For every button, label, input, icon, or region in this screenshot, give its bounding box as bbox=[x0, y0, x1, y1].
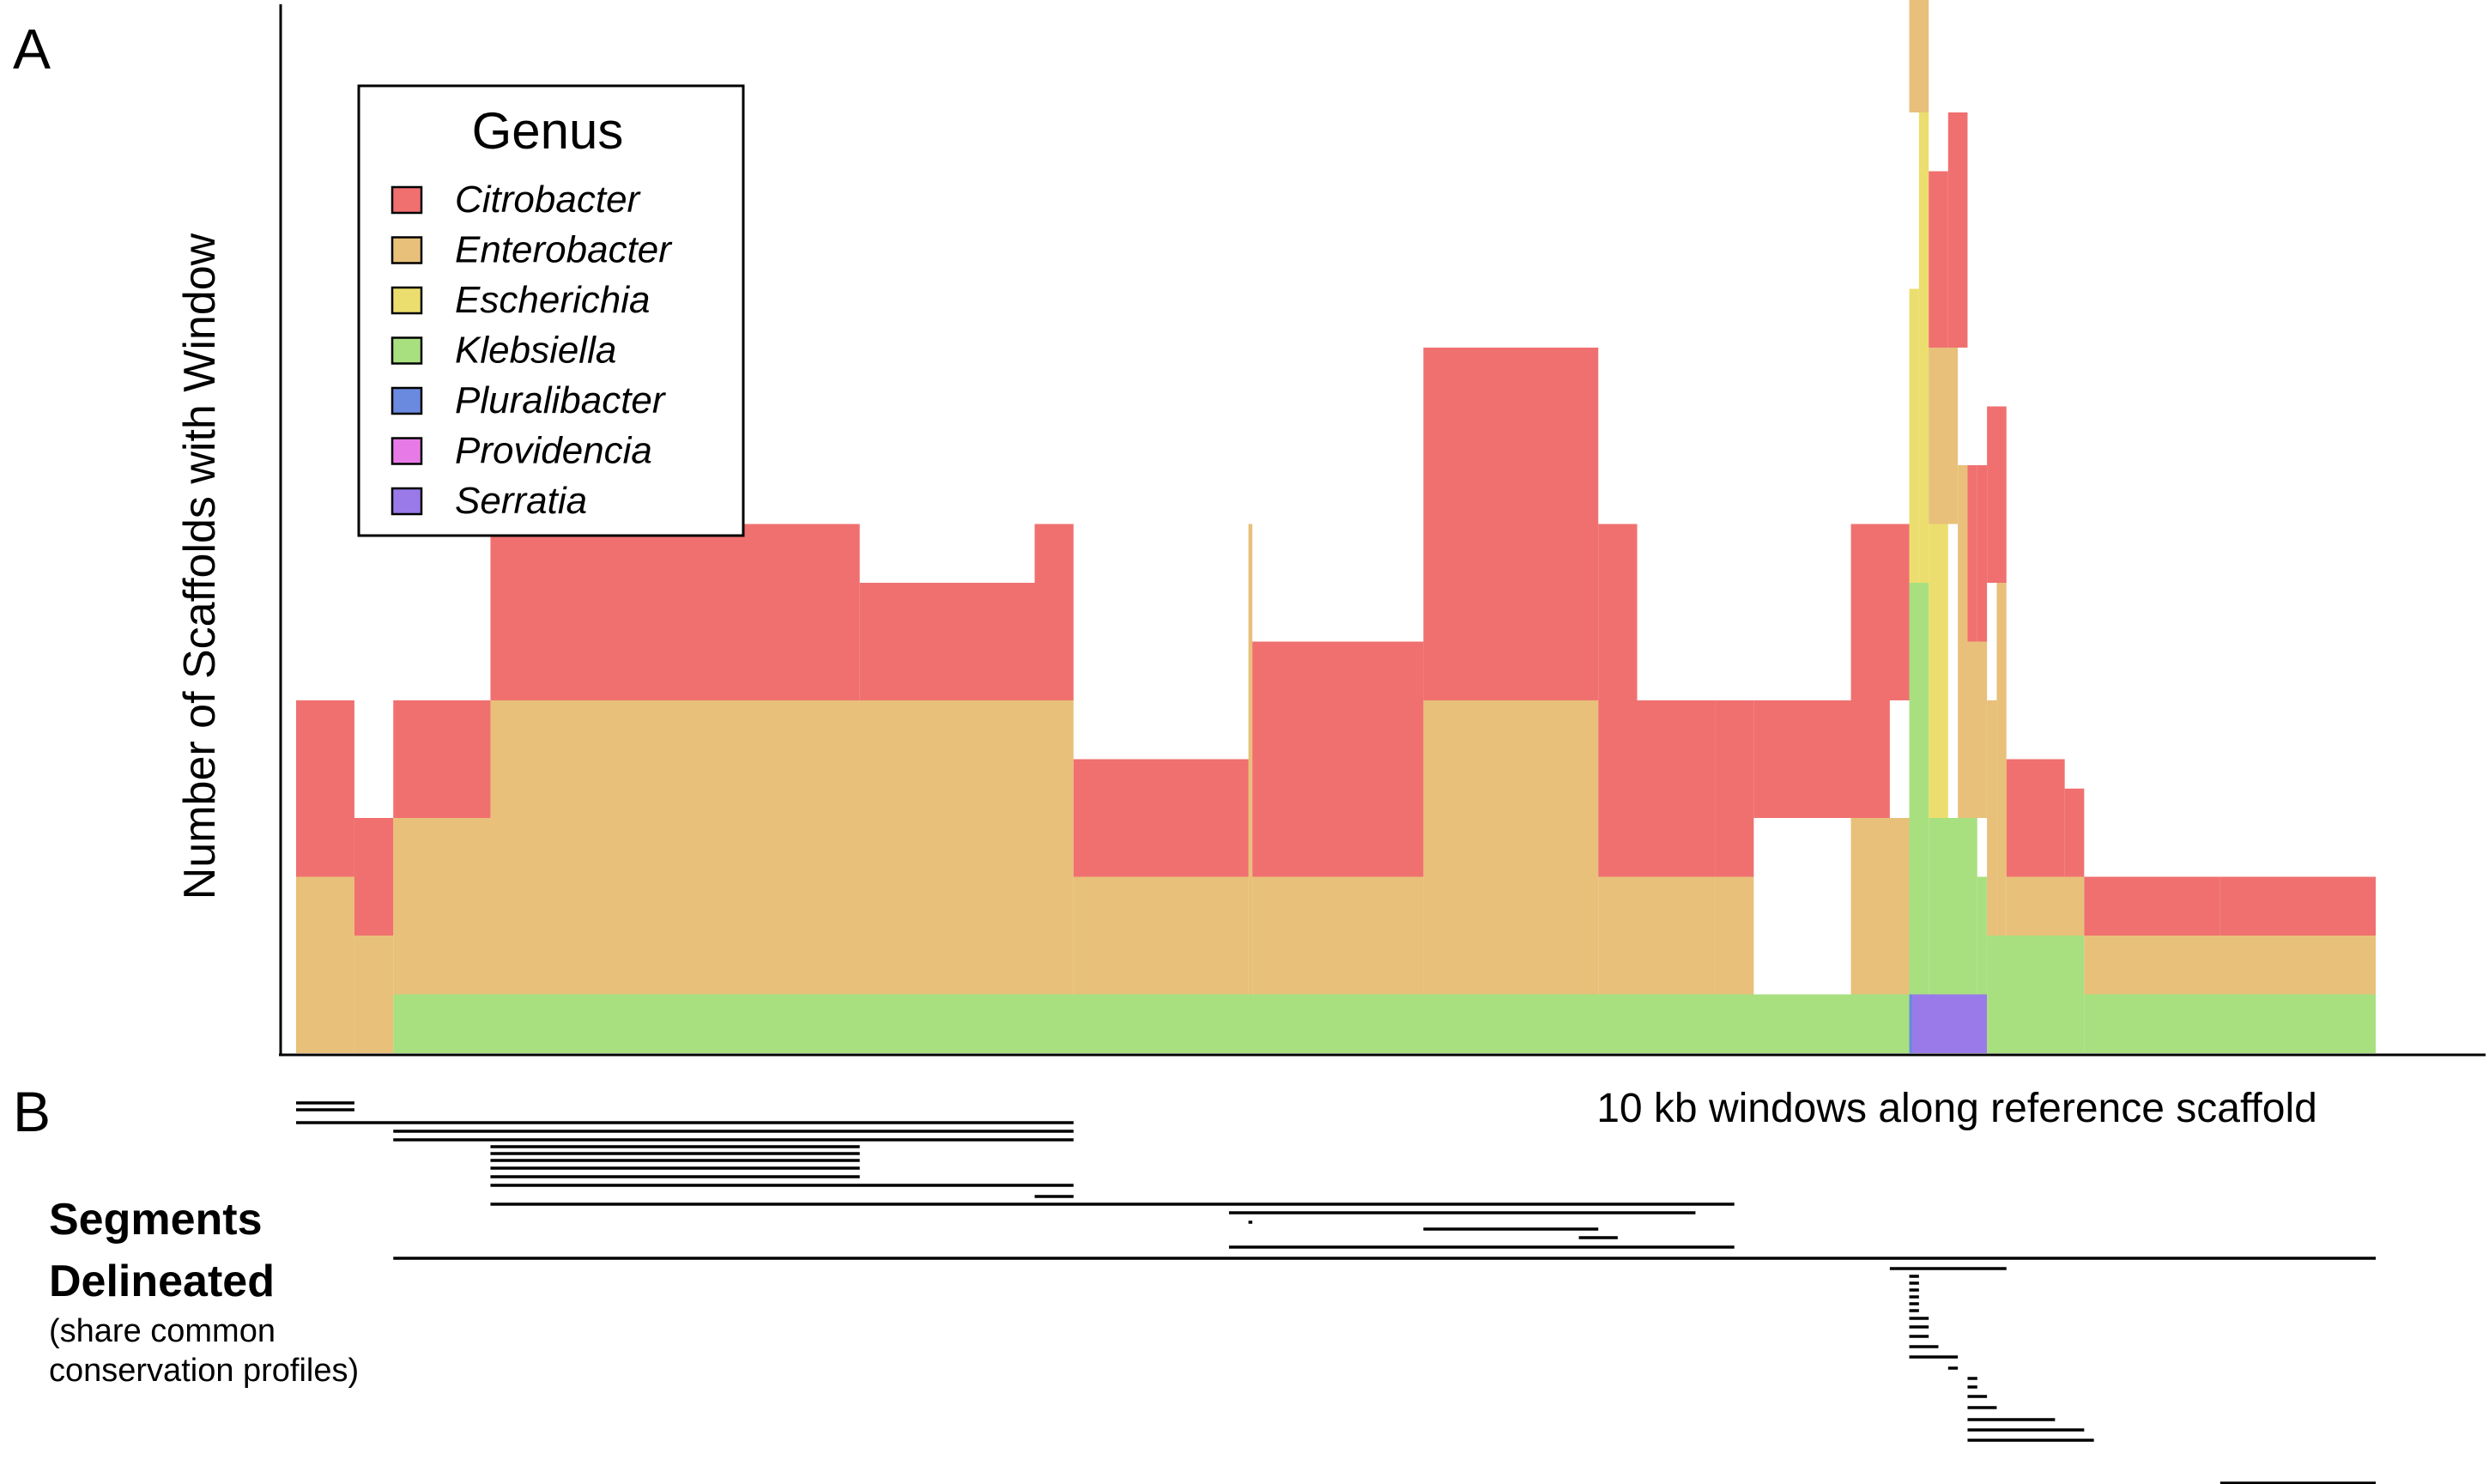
bar-klebsiella-2 bbox=[1929, 818, 1977, 995]
legend-swatch-serratia bbox=[391, 487, 423, 516]
legend-swatch-citrobacter bbox=[391, 185, 423, 215]
bar-enterobacter-14 bbox=[1958, 465, 1968, 818]
bar-enterobacter-18 bbox=[2006, 876, 2085, 936]
bar-citrobacter-23 bbox=[2064, 788, 2085, 877]
bar-citrobacter-9 bbox=[1423, 348, 1599, 700]
legend-label-escherichia: Escherichia bbox=[455, 279, 650, 321]
bar-citrobacter-10 bbox=[1598, 524, 1638, 877]
bar-enterobacter-4 bbox=[1073, 876, 1172, 995]
bar-enterobacter-15 bbox=[1967, 641, 1988, 818]
bar-citrobacter-3 bbox=[490, 524, 860, 700]
panel-b-label: B bbox=[13, 1080, 51, 1143]
legend-swatch-providencia bbox=[391, 437, 423, 465]
bar-enterobacter-12 bbox=[1909, 0, 1929, 112]
bar-citrobacter-5 bbox=[1034, 524, 1074, 700]
legend-title: Genus bbox=[472, 102, 624, 160]
bar-citrobacter-12 bbox=[1715, 700, 1754, 877]
bar-enterobacter-13 bbox=[1929, 348, 1959, 524]
segments-subtitle-line1: (share common bbox=[49, 1313, 276, 1349]
legend-label-serratia: Serratia bbox=[455, 480, 587, 522]
bar-citrobacter-13 bbox=[1753, 700, 1890, 818]
bar-citrobacter-21 bbox=[1987, 406, 2007, 583]
bar-enterobacter-17 bbox=[1996, 583, 2007, 936]
bar-citrobacter-8 bbox=[1252, 641, 1424, 877]
bar-klebsiella-5 bbox=[2084, 994, 2376, 1053]
bar-enterobacter-2 bbox=[393, 818, 491, 995]
bar-citrobacter-24 bbox=[2084, 876, 2220, 936]
bar-enterobacter-8 bbox=[1423, 700, 1599, 995]
legend-label-providencia: Providencia bbox=[455, 430, 652, 472]
bar-klebsiella-4 bbox=[1987, 936, 2085, 1053]
segment-lines bbox=[296, 1101, 2376, 1484]
bar-citrobacter-1 bbox=[354, 818, 394, 936]
bar-enterobacter-9 bbox=[1598, 876, 1716, 995]
bar-pluralibacter-0 bbox=[1909, 994, 1912, 1053]
segments-subtitle-line2: conservation profiles) bbox=[49, 1353, 359, 1389]
y-axis-label: Number of Scaffolds with Window bbox=[175, 233, 225, 899]
bar-citrobacter-25 bbox=[2220, 876, 2376, 936]
bar-serratia-0 bbox=[1909, 994, 1988, 1053]
bar-enterobacter-6 bbox=[1248, 524, 1253, 995]
segments-title-line2: Delineated bbox=[49, 1257, 275, 1306]
bar-enterobacter-3 bbox=[490, 700, 1074, 995]
bar-citrobacter-4 bbox=[859, 583, 1035, 700]
bar-escherichia-2 bbox=[1929, 524, 1948, 818]
legend-items: Citrobacter Enterobacter Escherichia Klebsi… bbox=[391, 179, 673, 522]
bar-enterobacter-5 bbox=[1171, 876, 1249, 995]
bar-escherichia-1 bbox=[1918, 112, 1929, 583]
legend-label-klebsiella: Klebsiella bbox=[455, 330, 616, 372]
bar-citrobacter-0 bbox=[296, 700, 354, 877]
panel-a-label: A bbox=[13, 17, 51, 81]
segments-title-line1: Segments bbox=[49, 1195, 263, 1245]
bar-klebsiella-1 bbox=[1909, 583, 1929, 995]
bar-enterobacter-1 bbox=[354, 936, 394, 1053]
bar-enterobacter-10 bbox=[1715, 876, 1754, 995]
legend-swatch-pluralibacter bbox=[391, 386, 423, 415]
legend: Genus Citrobacter Enterobacter Escherichia… bbox=[357, 84, 745, 537]
bar-citrobacter-22 bbox=[2006, 759, 2065, 877]
bar-enterobacter-0 bbox=[296, 876, 354, 1053]
x-axis-label: 10 kb windows along reference scaffold bbox=[1596, 1086, 2317, 1131]
legend-label-pluralibacter: Pluralibacter bbox=[455, 379, 667, 421]
bar-citrobacter-18 bbox=[1947, 112, 1968, 348]
legend-box bbox=[357, 84, 745, 537]
bar-citrobacter-17 bbox=[1929, 171, 1948, 348]
bar-klebsiella-3 bbox=[1977, 876, 1988, 995]
bar-citrobacter-14 bbox=[1850, 524, 1910, 700]
bar-citrobacter-19 bbox=[1967, 465, 1977, 642]
legend-label-enterobacter: Enterobacter bbox=[455, 229, 673, 271]
bar-enterobacter-7 bbox=[1252, 876, 1424, 995]
stacked-bars bbox=[296, 0, 2376, 1053]
bar-enterobacter-19 bbox=[2084, 936, 2376, 995]
bar-enterobacter-16 bbox=[1987, 700, 1997, 936]
legend-swatch-klebsiella bbox=[391, 336, 423, 365]
bar-klebsiella-0 bbox=[393, 994, 1910, 1053]
bar-citrobacter-11 bbox=[1637, 700, 1716, 877]
legend-swatch-enterobacter bbox=[391, 236, 423, 264]
bar-citrobacter-2 bbox=[393, 700, 491, 818]
bar-citrobacter-6 bbox=[1073, 759, 1249, 877]
bar-citrobacter-20 bbox=[1977, 465, 1988, 642]
bar-enterobacter-11 bbox=[1850, 818, 1910, 995]
legend-label-citrobacter: Citrobacter bbox=[455, 179, 642, 221]
legend-swatch-escherichia bbox=[391, 286, 423, 315]
bar-escherichia-0 bbox=[1909, 288, 1919, 583]
